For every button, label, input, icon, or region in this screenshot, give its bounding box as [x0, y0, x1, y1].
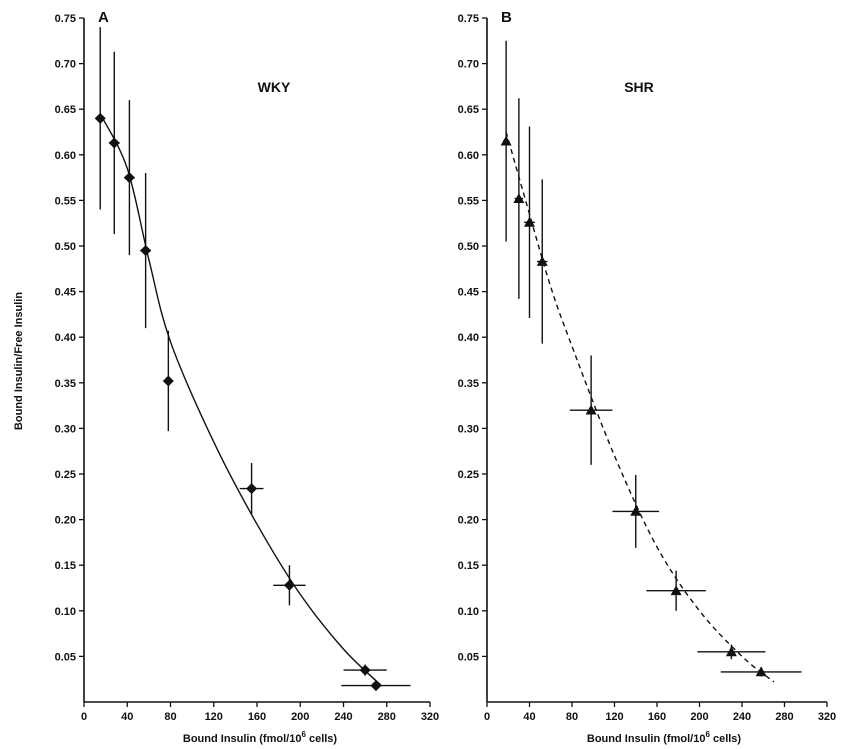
- x-tick-label-b: 240: [733, 711, 751, 723]
- y-tick-label-a: 0.50: [55, 241, 76, 253]
- data-point-b: [585, 404, 597, 415]
- data-point-a: [140, 245, 152, 257]
- y-tick-label-a: 0.55: [55, 195, 76, 207]
- x-axis-title-b: Bound Insulin (fmol/106 cells): [587, 730, 742, 745]
- y-tick-label-b: 0.40: [458, 332, 479, 344]
- y-tick-label-b: 0.70: [458, 59, 479, 71]
- y-tick-label-b: 0.20: [458, 515, 479, 527]
- x-axis-title-a-main: Bound Insulin (fmol/10: [183, 733, 302, 745]
- y-tick-label-a: 0.30: [55, 423, 76, 435]
- y-tick-label-b: 0.05: [458, 651, 479, 663]
- y-tick-label-a: 0.15: [55, 560, 76, 572]
- y-tick-label-a: 0.45: [55, 287, 76, 299]
- y-tick-label-a: 0.70: [55, 59, 76, 71]
- x-axis-title-a-tail: cells): [306, 733, 338, 745]
- y-tick-label-a: 0.35: [55, 378, 76, 390]
- x-tick-label-b: 0: [484, 711, 490, 723]
- y-tick-label-b: 0.75: [458, 13, 479, 25]
- x-tick-label-a: 120: [205, 711, 223, 723]
- group-label-b: SHR: [624, 79, 654, 95]
- panel-letter-a: A: [98, 9, 109, 26]
- data-point-b: [630, 505, 642, 516]
- x-tick-label-a: 320: [421, 711, 439, 723]
- x-tick-label-b: 200: [690, 711, 708, 723]
- x-tick-label-b: 160: [648, 711, 666, 723]
- x-tick-label-a: 160: [248, 711, 266, 723]
- x-tick-label-a: 0: [81, 711, 87, 723]
- data-point-b: [755, 666, 767, 677]
- x-tick-label-b: 80: [566, 711, 578, 723]
- data-point-a: [359, 664, 371, 676]
- data-point-b: [725, 646, 737, 657]
- x-axis-title-b-tail: cells): [710, 733, 742, 745]
- data-point-b: [524, 216, 535, 227]
- x-tick-label-b: 40: [523, 711, 535, 723]
- x-axis-title-b-main: Bound Insulin (fmol/10: [587, 733, 706, 745]
- fit-curve-b: [505, 131, 775, 683]
- y-tick-label-a: 0.20: [55, 515, 76, 527]
- data-point-a: [246, 483, 258, 495]
- data-point-a: [370, 680, 382, 692]
- data-point-b: [500, 135, 512, 146]
- y-tick-label-a: 0.40: [55, 332, 76, 344]
- panel-b: 0.05 0.10 0.15 0.20 0.25 0.30 0.35 0.40 0.45 0.50…: [458, 9, 837, 723]
- y-tick-label-b: 0.15: [458, 560, 479, 572]
- y-tick-label-b: 0.65: [458, 104, 479, 116]
- data-point-a: [108, 137, 120, 149]
- panel-a: 0.05 0.10 0.15 0.20 0.25 0.30 0.35 0.40 0.45 0.50…: [55, 9, 440, 723]
- x-tick-label-a: 40: [121, 711, 133, 723]
- data-point-a: [123, 172, 135, 184]
- y-tick-label-b: 0.55: [458, 195, 479, 207]
- y-tick-label-b: 0.35: [458, 378, 479, 390]
- x-axis-title-a: Bound Insulin (fmol/106 cells): [183, 730, 338, 745]
- y-tick-label-a: 0.05: [55, 651, 76, 663]
- data-point-a: [94, 112, 106, 124]
- y-tick-label-b: 0.30: [458, 423, 479, 435]
- x-tick-label-b: 320: [818, 711, 836, 723]
- y-tick-label-b: 0.50: [458, 241, 479, 253]
- data-point-b: [536, 256, 548, 266]
- x-axis-title-b-sup: 6: [705, 730, 710, 739]
- y-tick-label-a: 0.25: [55, 469, 76, 481]
- y-tick-label-b: 0.60: [458, 150, 479, 162]
- x-tick-label-b: 120: [605, 711, 623, 723]
- y-tick-label-b: 0.10: [458, 606, 479, 618]
- y-tick-label-a: 0.10: [55, 606, 76, 618]
- group-label-a: WKY: [258, 79, 291, 95]
- data-point-a: [162, 375, 174, 387]
- data-point-b: [670, 585, 682, 596]
- panel-letter-b: B: [501, 9, 512, 26]
- y-tick-label-a: 0.60: [55, 150, 76, 162]
- y-tick-label-a: 0.65: [55, 104, 76, 116]
- x-tick-label-a: 200: [291, 711, 309, 723]
- y-tick-label-a: 0.75: [55, 13, 76, 25]
- y-tick-label-b: 0.45: [458, 287, 479, 299]
- x-tick-label-a: 280: [378, 711, 396, 723]
- x-axis-title-a-sup: 6: [301, 730, 306, 739]
- x-tick-label-a: 240: [334, 711, 352, 723]
- x-tick-label-a: 80: [164, 711, 176, 723]
- data-point-a: [283, 579, 295, 591]
- data-point-b: [513, 193, 525, 203]
- y-axis-title: Bound Insulin/Free Insulin: [13, 292, 25, 430]
- x-tick-label-b: 280: [775, 711, 793, 723]
- y-tick-label-b: 0.25: [458, 469, 479, 481]
- fit-curve-a: [99, 113, 382, 687]
